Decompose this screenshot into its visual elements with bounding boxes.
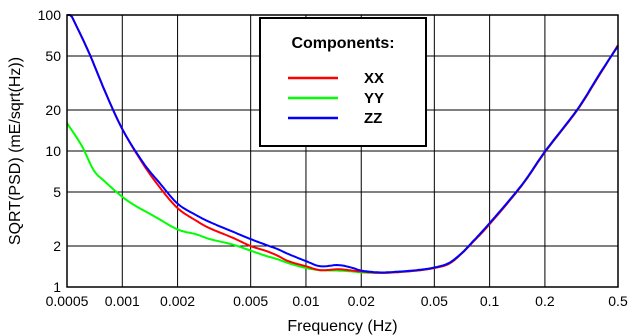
y-tick-label: 10 [45,143,61,159]
x-tick-label: 0.02 [348,293,375,309]
y-tick-labels: 1 2 5 10 20 50 100 [38,7,62,295]
legend-label-xx: XX [364,70,384,87]
legend-box [259,17,427,147]
x-tick-label: 0.001 [105,293,140,309]
y-tick-label: 5 [53,184,61,200]
series-lines [66,14,619,274]
y-axis-title: SQRT(PSD) (mE/sqrt(Hz)) [7,57,24,245]
x-tick-label: 0.1 [480,293,500,309]
y-tick-label: 1 [53,279,61,295]
legend-title: Components: [291,35,394,52]
x-tick-label: 0.01 [292,293,319,309]
legend: Components: XX YY ZZ [259,17,427,147]
y-tick-label: 20 [45,102,61,118]
legend-label-zz: ZZ [364,110,382,127]
x-tick-label: 0.05 [421,293,448,309]
plot-frame [66,14,619,288]
series-line-zz [67,14,619,274]
legend-label-yy: YY [364,90,384,107]
x-tick-labels: 0.0005 0.001 0.002 0.005 0.01 0.02 0.05 0.1 0.2 0… [46,293,628,309]
legend-items: XX YY ZZ [288,70,384,127]
x-axis-title: Frequency (Hz) [287,318,397,335]
x-tick-label: 0.0005 [46,293,89,309]
x-tick-label: 0.2 [535,293,555,309]
y-tick-label: 2 [53,238,61,254]
x-tick-label: 0.5 [608,293,628,309]
y-tick-label: 50 [45,48,61,64]
x-tick-label: 0.005 [233,293,268,309]
y-tick-label: 100 [38,7,62,23]
x-tick-label: 0.002 [160,293,195,309]
